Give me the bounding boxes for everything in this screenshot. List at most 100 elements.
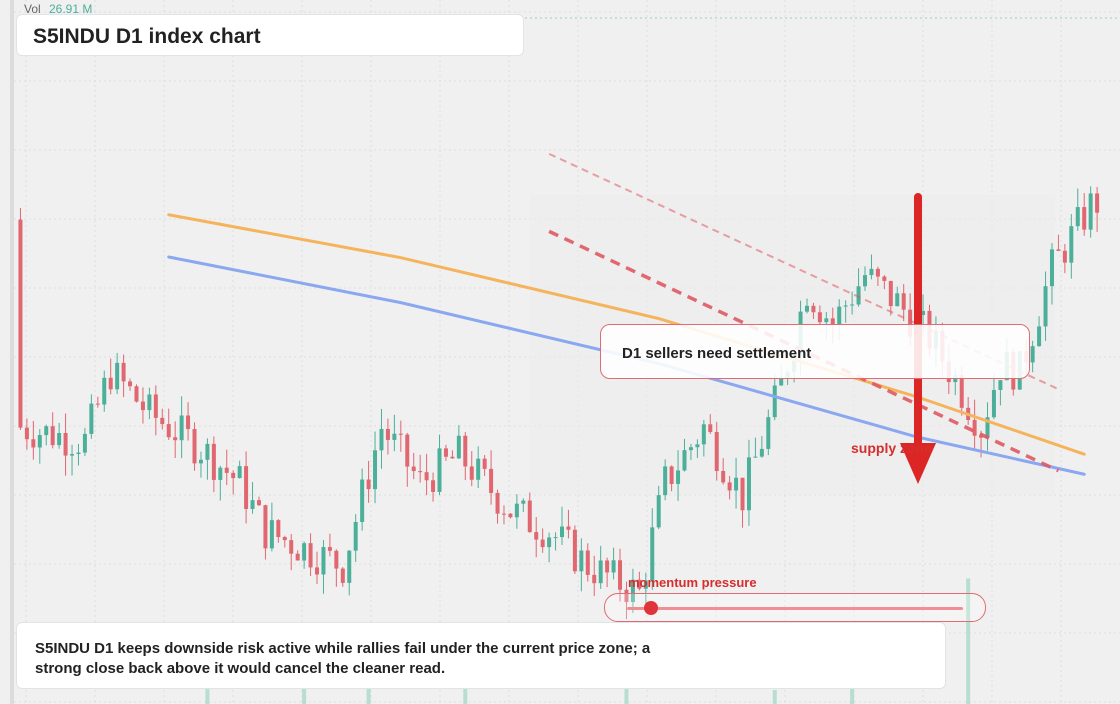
candle-body [166, 424, 171, 438]
candle-body [669, 466, 674, 484]
candle-body [734, 477, 739, 491]
candle-body [908, 309, 913, 337]
candle-body [985, 417, 990, 438]
candle-body [469, 466, 474, 480]
candle-body [160, 417, 165, 425]
chart-title-card: S5INDU D1 index chart [16, 14, 524, 56]
candle-body [276, 520, 281, 538]
candle-body [553, 537, 558, 539]
candle-body [676, 470, 681, 484]
candle-body [540, 539, 545, 548]
summary-card: S5INDU D1 keeps downside risk active whi… [16, 622, 946, 689]
candle-body [888, 280, 893, 307]
candle-body [347, 550, 352, 583]
candle-body [811, 305, 816, 313]
candle-body [766, 417, 771, 449]
candle-body [489, 468, 494, 493]
candle-body [779, 378, 784, 386]
candle-body [1043, 286, 1048, 327]
candle-body [237, 466, 242, 479]
candle-body [637, 579, 642, 589]
candle-body [663, 466, 668, 496]
candle-body [115, 362, 120, 390]
candle-body [804, 305, 809, 312]
candle-body [244, 466, 249, 509]
candle-body [508, 513, 513, 518]
momentum-track [627, 607, 963, 610]
candle-body [714, 432, 719, 472]
candle-body [1088, 193, 1093, 230]
volume-label: Vol [24, 2, 41, 16]
candle-body [76, 452, 81, 455]
candle-body [373, 450, 378, 490]
candle-body [482, 458, 487, 469]
candle-body [534, 532, 539, 540]
candle-body [650, 527, 655, 581]
candle-body [140, 401, 145, 411]
candle-body [495, 492, 500, 514]
candle-body [463, 435, 468, 467]
candle-body [501, 513, 506, 515]
candle-body [44, 426, 49, 436]
candle-body [605, 560, 610, 573]
candle-body [850, 304, 855, 306]
volume-bar [463, 685, 468, 704]
candle-body [514, 503, 519, 518]
candle-body [340, 568, 345, 583]
candle-body [302, 543, 307, 561]
candle-body [431, 480, 436, 492]
candle-body [572, 529, 577, 572]
candle-body [721, 471, 726, 483]
candle-body [456, 435, 461, 459]
candle-body [366, 479, 371, 490]
volume-bar [302, 676, 307, 704]
candle-body [418, 471, 423, 473]
candle-body [817, 312, 822, 323]
candle-body [385, 428, 390, 440]
candle-body [624, 589, 629, 602]
candle-body [89, 403, 94, 434]
candle-body [108, 377, 113, 390]
volume-bar [850, 680, 855, 704]
summary-text: S5INDU D1 keeps downside risk active whi… [35, 640, 651, 677]
left-axis-strip [10, 0, 14, 704]
candle-body [875, 268, 880, 277]
candle-body [263, 505, 268, 549]
candle-body [746, 457, 751, 511]
candle-body [31, 439, 36, 448]
candle-body [308, 543, 313, 568]
annotation-note-card: D1 sellers need settlement [600, 324, 1030, 379]
candle-body [979, 435, 984, 438]
candle-body [289, 540, 294, 554]
candle-body [656, 495, 661, 528]
candle-body [759, 448, 764, 457]
supply-zone-label: supply zone [851, 440, 932, 456]
candle-body [437, 448, 442, 492]
candle-body [895, 293, 900, 307]
candle-body [128, 381, 133, 387]
candle-body [630, 579, 635, 602]
candle-body [527, 500, 532, 533]
candle-body [224, 467, 229, 473]
candle-body [57, 433, 62, 446]
candle-body [327, 547, 332, 551]
volume-bar [366, 680, 371, 704]
candle-body [585, 550, 590, 575]
candle-body [701, 424, 706, 445]
chart-title: S5INDU D1 index chart [33, 25, 261, 48]
candle-body [256, 500, 261, 506]
candle-body [1037, 326, 1042, 347]
candle-body [740, 477, 745, 511]
candle-body [198, 459, 203, 464]
candle-body [443, 448, 448, 457]
candle-body [147, 394, 152, 411]
candle-body [837, 306, 842, 326]
candle-body [321, 547, 326, 575]
candle-body [37, 435, 42, 448]
candle-body [772, 385, 777, 418]
candle-body [82, 433, 87, 453]
candle-body [695, 444, 700, 448]
candle-body [411, 466, 416, 472]
volume-bar [966, 578, 971, 704]
candle-body [269, 520, 274, 549]
